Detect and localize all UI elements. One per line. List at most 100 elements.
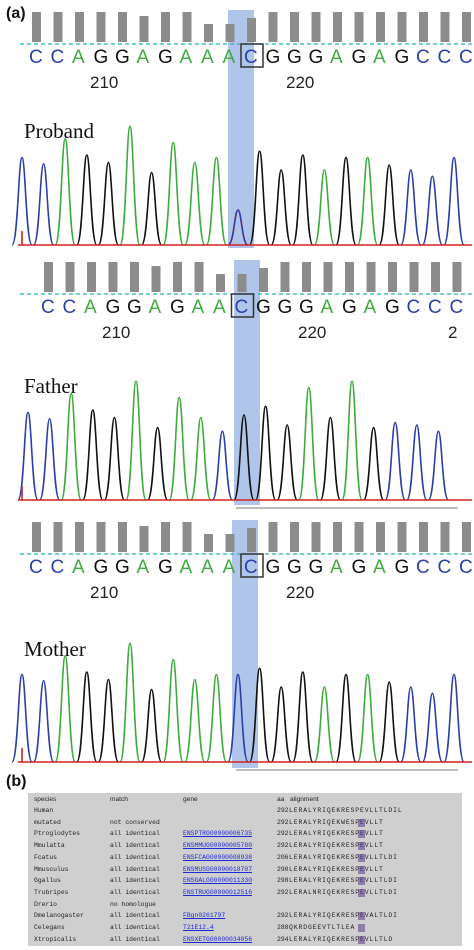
trace-peak	[11, 156, 33, 246]
aa-position-cell: 206	[277, 853, 289, 861]
trace-peak	[140, 688, 163, 763]
trace-peak	[421, 175, 444, 246]
gene-cell[interactable]: FBgn0261797	[183, 912, 226, 920]
quality-bar	[247, 528, 256, 552]
table-row: Mmulatta all identical ENSMMUG00000005780 2…	[28, 841, 462, 851]
match-cell: all identical	[110, 842, 160, 850]
quality-bar	[462, 522, 471, 552]
quality-bar	[75, 12, 84, 42]
aa-position-cell: 292	[277, 912, 289, 920]
base-call: G	[352, 47, 367, 68]
quality-bar	[354, 12, 364, 42]
alignment-cell: QKRDGEEVTLTLEA	[289, 924, 356, 931]
species-cell: Dmelanogaster	[34, 912, 84, 920]
match-cell: all identical	[110, 924, 160, 931]
alignment-cell: LERALYRIQEKRESPEVLLTLD	[289, 935, 394, 943]
quality-bar	[333, 12, 342, 42]
trace-peak	[82, 409, 104, 501]
header-alignment: alignment	[290, 796, 319, 803]
trace-peak	[32, 162, 55, 246]
table-row: Dmelanogaster all identical FBgn0261797 292…	[28, 911, 462, 921]
base-call: G	[115, 557, 130, 578]
trace-peak	[168, 396, 190, 501]
quality-bar	[440, 12, 450, 42]
quality-bar	[431, 262, 440, 292]
base-call: G	[395, 557, 410, 578]
quality-bar	[280, 262, 290, 292]
base-call: A	[330, 47, 343, 68]
base-call: C	[244, 557, 258, 578]
panel-label-a: (a)	[6, 5, 26, 22]
quality-bar	[118, 522, 127, 552]
trace-peak	[341, 380, 363, 501]
base-call: C	[438, 557, 452, 578]
variant-residue-highlight	[358, 853, 365, 862]
base-call: G	[266, 557, 281, 578]
species-cell: Celegans	[34, 924, 65, 931]
quality-bar	[96, 12, 106, 42]
trace-peak	[292, 154, 314, 246]
trace-peak	[54, 654, 76, 763]
quality-bar	[53, 12, 63, 42]
base-call: C	[416, 47, 430, 68]
quality-bar	[225, 24, 235, 42]
highlight-column	[232, 520, 258, 768]
trace-peak	[270, 686, 292, 763]
trace-peak	[205, 673, 228, 763]
alignment-cell: LERALYRIQEKRESPEVALTLDI	[289, 912, 398, 920]
trace-peak	[162, 141, 184, 246]
base-call: A	[201, 47, 214, 68]
trace-peak	[38, 417, 61, 501]
header-aa: aa	[277, 796, 285, 803]
base-call: G	[94, 47, 109, 68]
trace-peak	[32, 679, 55, 763]
gene-cell[interactable]: ENSGALG00000011330	[183, 877, 253, 885]
trace-peak	[103, 416, 126, 501]
variant-residue-highlight	[358, 865, 365, 874]
quality-bar	[397, 12, 407, 42]
trace-peak	[276, 424, 298, 501]
trace-peak	[97, 161, 120, 246]
base-call: G	[342, 297, 357, 318]
quality-bar	[268, 522, 278, 552]
quality-bar	[268, 12, 278, 42]
conservation-table: species match gene aa alignment Human 292…	[28, 793, 462, 946]
quality-bar	[290, 12, 299, 42]
quality-bar	[302, 262, 311, 292]
trace-peak	[400, 686, 422, 763]
position-label: 2	[448, 323, 457, 342]
match-cell: all identical	[110, 888, 160, 896]
base-call: C	[438, 47, 452, 68]
gene-cell[interactable]: ENSMMUG00000005780	[183, 842, 253, 850]
base-call: A	[137, 557, 150, 578]
quality-bar	[311, 522, 321, 552]
base-call: C	[51, 47, 65, 68]
quality-bar	[225, 534, 235, 552]
trace-peak	[421, 692, 444, 763]
base-call: G	[106, 297, 121, 318]
gene-cell[interactable]: ENSFCAG00000008938	[183, 853, 253, 861]
base-call: G	[158, 557, 173, 578]
gene-cell[interactable]: ENSXETG00000034056	[183, 935, 253, 943]
gene-cell[interactable]: ENSPTRG00000006735	[183, 830, 253, 838]
quality-bar	[345, 262, 354, 292]
gene-cell[interactable]: ENSMUSG00000018707	[183, 865, 253, 873]
trace-peak	[140, 171, 163, 246]
gene-cell[interactable]: ENSTRUG00000012516	[183, 888, 253, 896]
species-cell: Fcatus	[34, 853, 58, 861]
match-cell: not conserved	[110, 818, 160, 826]
base-call: A	[201, 557, 214, 578]
table-row: Mmusculus all identical ENSMUSG00000018707…	[28, 865, 462, 875]
quality-bar	[354, 522, 364, 552]
trace-peak	[378, 681, 400, 763]
base-call: G	[385, 297, 400, 318]
quality-bar	[290, 522, 299, 552]
base-call: G	[352, 557, 367, 578]
species-cell: Drerio	[34, 900, 58, 908]
quality-bar	[130, 262, 139, 292]
alignment-cell: LERALYRIQEKRESPEVLLTLDI	[289, 877, 398, 885]
gene-cell[interactable]: T21E12.4	[183, 924, 214, 931]
trace-peak	[11, 673, 33, 763]
base-call: C	[450, 297, 464, 318]
